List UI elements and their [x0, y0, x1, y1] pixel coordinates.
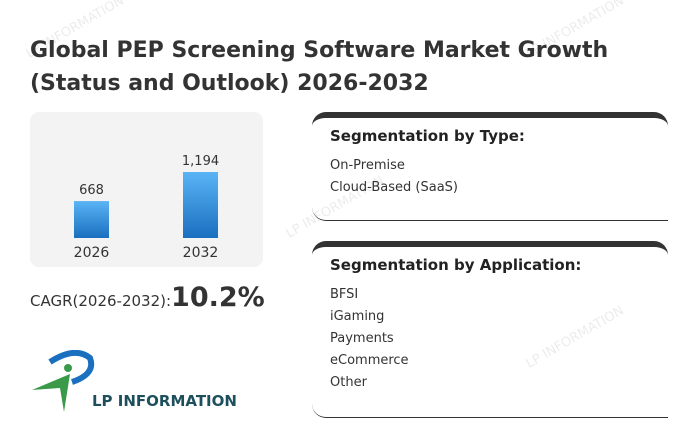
bar-2026 — [74, 201, 109, 238]
data-label: 668 — [79, 183, 104, 198]
segment-item: eCommerce — [330, 353, 409, 368]
bar-2032 — [183, 172, 218, 238]
segment-item: Payments — [330, 331, 394, 346]
segment-type: Segmentation by Type: On-Premise Cloud-B… — [312, 112, 668, 221]
cagr-value: 10.2% — [171, 282, 265, 313]
chart-panel — [30, 112, 263, 267]
logo-text: LP INFORMATION — [92, 392, 237, 410]
segment-heading: Segmentation by Application: — [330, 256, 582, 274]
cagr-label: CAGR(2026-2032): — [30, 292, 172, 310]
company-logo: LP INFORMATION — [30, 349, 237, 419]
data-label: 1,194 — [182, 154, 219, 169]
logo-icon — [32, 349, 95, 412]
page-title: Global PEP Screening Software Market Gro… — [30, 38, 609, 96]
segment-item: iGaming — [330, 309, 385, 324]
cagr: CAGR(2026-2032): 10.2% — [30, 282, 265, 313]
bar-chart: 668 2026 1,194 2032 — [74, 154, 219, 261]
segment-item: Other — [330, 375, 367, 390]
segment-heading: Segmentation by Type: — [330, 127, 525, 145]
segment-item: On-Premise — [330, 158, 405, 173]
segment-application: Segmentation by Application: BFSI iGamin… — [312, 241, 668, 418]
segment-item: BFSI — [330, 287, 359, 302]
x-tick-label: 2026 — [74, 245, 110, 261]
segment-item: Cloud-Based (SaaS) — [330, 180, 458, 195]
x-tick-label: 2032 — [183, 245, 219, 261]
